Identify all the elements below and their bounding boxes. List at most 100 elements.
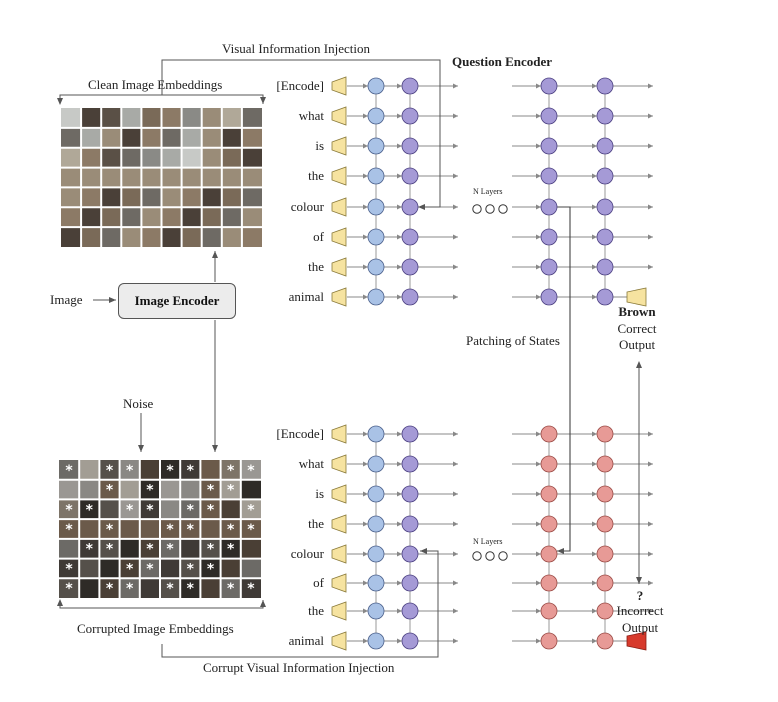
clean-cell	[101, 187, 122, 208]
corrupt-noise-star: *	[106, 581, 114, 597]
top-node-c0-7	[367, 288, 385, 306]
corrupt-cell	[79, 460, 100, 480]
corrupt-cell	[99, 479, 120, 500]
bottom-node-c1-0	[401, 425, 419, 443]
bottom-node-c3-0	[596, 425, 614, 443]
top-node-c0-1	[367, 107, 385, 125]
top-node-c1-7	[401, 288, 419, 306]
top-token-shape-3	[331, 166, 347, 186]
clean-cell	[221, 147, 242, 168]
top-node-c2-5	[540, 228, 558, 246]
bottom-token-shape-3	[331, 514, 347, 534]
bottom-node-c1-1	[401, 455, 419, 473]
corrupt-cell	[139, 460, 160, 480]
top-node-c3-3	[596, 167, 614, 185]
bottom-token-shape-7	[331, 631, 347, 651]
corrupt-cell	[119, 578, 140, 598]
top-node-c2-4	[540, 198, 558, 216]
clean-cell	[121, 167, 142, 188]
corrupt-noise-star: *	[166, 581, 174, 597]
bottom-node-c3-1	[596, 455, 614, 473]
correct-output-word: Brown	[618, 304, 656, 319]
corrupt-cell	[180, 460, 201, 480]
corrupt-noise-star: *	[86, 542, 94, 558]
clean-cell	[241, 167, 262, 188]
bottom-token-shape-1	[331, 454, 347, 474]
corrupt-cell	[160, 479, 181, 500]
token-top-3: the	[308, 168, 324, 183]
corrupt-cell	[79, 479, 100, 500]
corrupt-cell	[59, 479, 80, 500]
clean-cell	[81, 147, 102, 168]
clean-cell	[121, 207, 142, 228]
top-layer-dot-0	[472, 204, 482, 214]
corrupt-noise-star: *	[166, 522, 174, 538]
bottom-node-c1-7	[401, 632, 419, 650]
clean-cell	[101, 108, 122, 128]
corrupt-cell	[59, 558, 80, 579]
correct-output-line2: Output	[618, 337, 656, 352]
bottom-layer-dot-2	[498, 551, 508, 561]
corrupt-cell	[79, 499, 100, 520]
token-bottom-3: the	[308, 516, 324, 531]
corrupt-noise-star: *	[126, 463, 134, 479]
token-top-7: animal	[288, 289, 324, 304]
corrupt-cell	[220, 538, 241, 559]
correct-output-line1: Correct	[617, 321, 657, 336]
clean-cell	[221, 187, 242, 208]
clean-cell	[101, 167, 122, 188]
corrupt-noise-star: *	[207, 542, 215, 558]
top-node-c0-6	[367, 258, 385, 276]
n-layers-top-label: N Layers	[473, 187, 503, 196]
clean-cell	[81, 167, 102, 188]
clean-cell	[241, 108, 262, 128]
token-bottom-2: is	[315, 486, 324, 501]
incorrect-output-line1: Incorrect	[616, 603, 664, 618]
corrupt-noise-star: *	[86, 502, 94, 518]
corrupt-cell	[200, 460, 221, 480]
clean-cell	[161, 127, 182, 148]
corrupt-cell	[119, 538, 140, 559]
image-encoder-label: Image Encoder	[134, 293, 220, 308]
bottom-node-c0-5	[367, 574, 385, 592]
top-node-c1-1	[401, 107, 419, 125]
token-top-0: [Encode]	[276, 78, 324, 93]
noise-label: Noise	[123, 396, 154, 411]
bottom-node-c0-7	[367, 632, 385, 650]
corrupt-noise-star: *	[227, 542, 235, 558]
top-node-c2-3	[540, 167, 558, 185]
clean-cell	[101, 207, 122, 228]
network-nodes	[331, 76, 647, 651]
clean-cell	[81, 187, 102, 208]
top-node-c3-5	[596, 228, 614, 246]
clean-cell	[121, 108, 142, 128]
bottom-node-c0-0	[367, 425, 385, 443]
correct-output-shape	[626, 287, 647, 307]
incorrect-output-shape	[626, 631, 647, 651]
top-node-c1-5	[401, 228, 419, 246]
corrupt-cell	[240, 558, 261, 579]
corrupt-cell	[160, 538, 181, 559]
clean-cell	[241, 147, 262, 168]
top-token-shape-2	[331, 136, 347, 156]
top-token-shape-6	[331, 257, 347, 277]
top-node-c3-4	[596, 198, 614, 216]
token-top-2: is	[315, 138, 324, 153]
corrupt-cell	[99, 538, 120, 559]
image-label: Image	[50, 292, 83, 307]
corrupt-cell	[220, 499, 241, 520]
clean-cell	[181, 207, 202, 228]
token-bottom-5: of	[313, 575, 324, 590]
corrupt-cell	[99, 499, 120, 520]
patching-arrow	[553, 206, 571, 554]
top-node-c2-2	[540, 137, 558, 155]
question-encoder-title: Question Encoder	[452, 54, 553, 69]
corrupt-noise-star: *	[146, 542, 154, 558]
corrupt-cell	[79, 538, 100, 559]
corrupt-cell	[200, 499, 221, 520]
corrupt-cell	[119, 479, 140, 500]
corrupt-cell	[180, 538, 201, 559]
corrupt-embeddings-bracket	[57, 599, 266, 609]
corrupt-noise-star: *	[247, 522, 255, 538]
